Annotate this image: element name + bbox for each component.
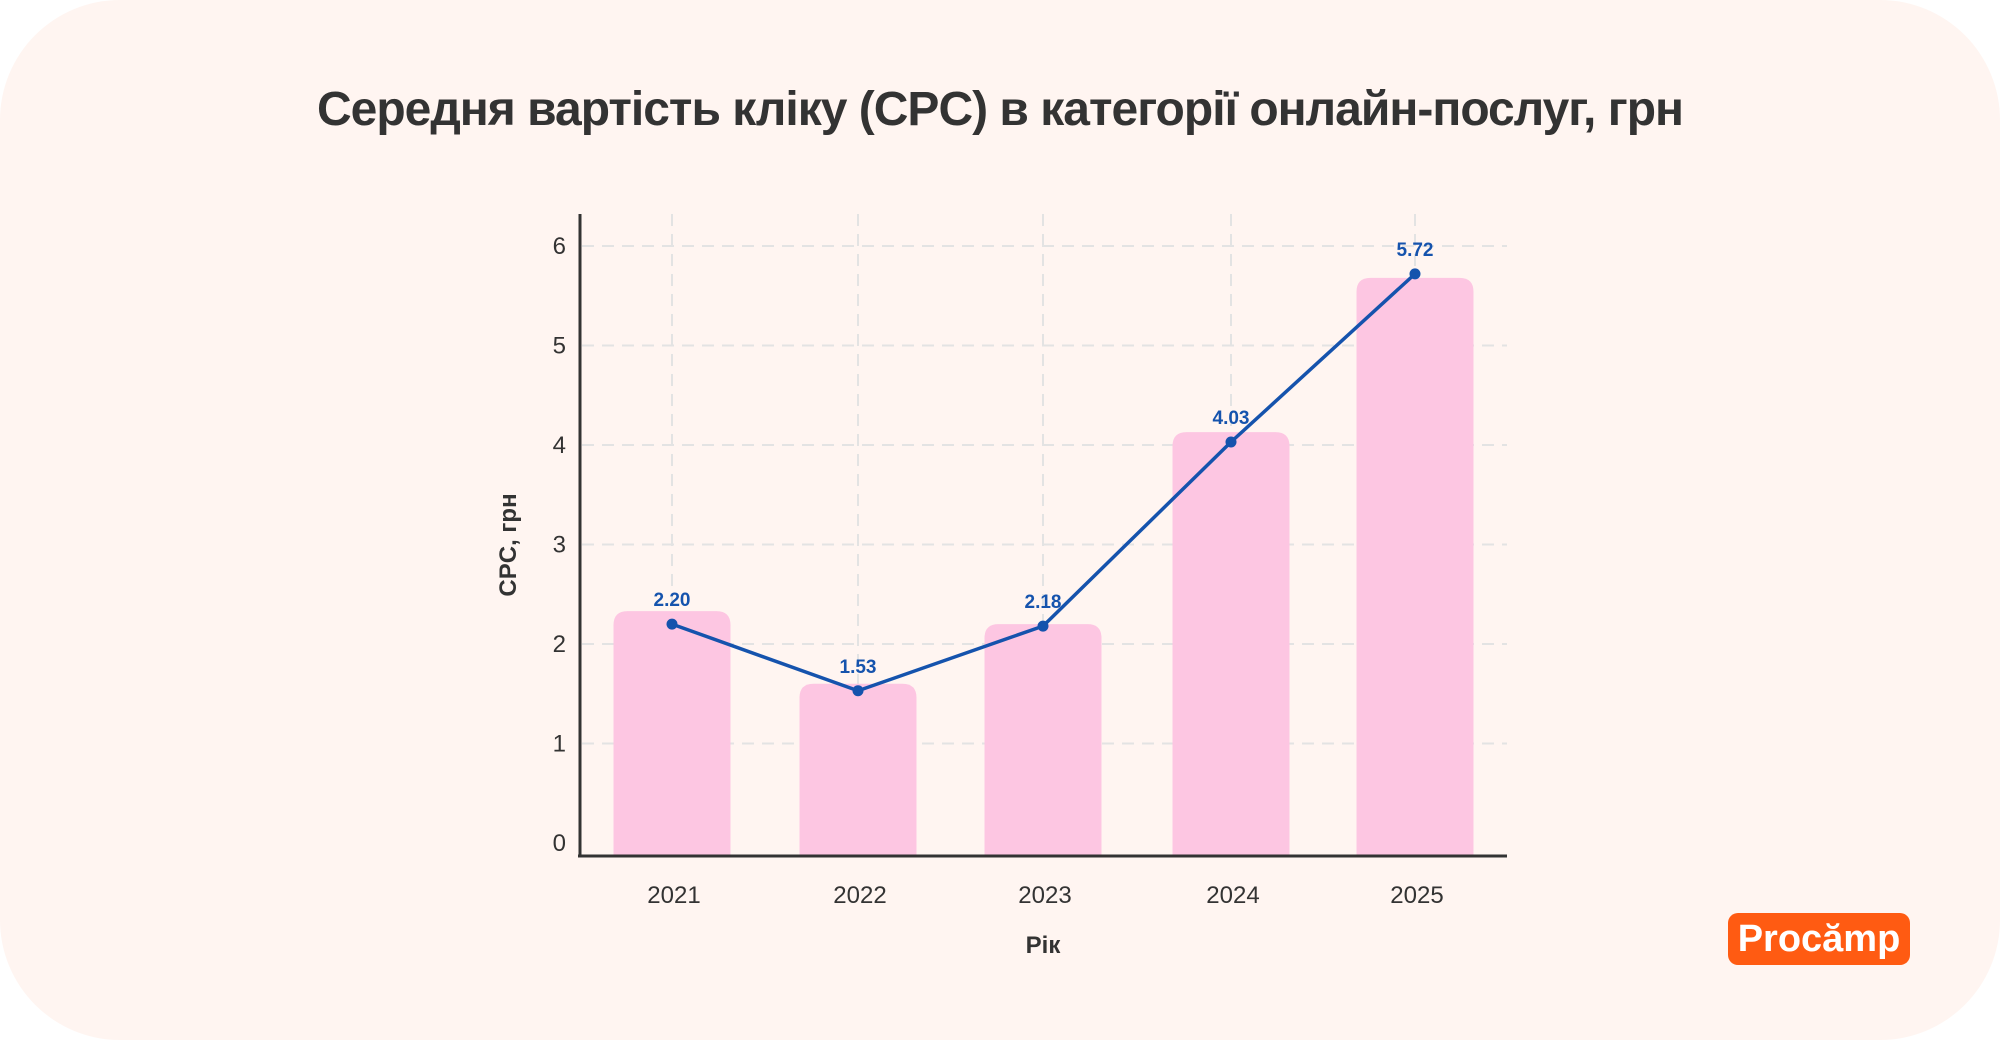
data-point bbox=[1409, 268, 1421, 280]
y-axis-label: CPC, грн bbox=[495, 493, 522, 596]
x-tick-labels: 2021 2022 2023 2024 2025 bbox=[647, 882, 1443, 909]
line-series: 2.20 1.53 2.18 4.03 5.72 bbox=[654, 240, 1434, 697]
x-tick-label: 2022 bbox=[833, 882, 886, 909]
bar-2021 bbox=[613, 611, 731, 855]
procamp-logo: Procămp bbox=[1728, 913, 1910, 965]
x-tick-label: 2023 bbox=[1018, 882, 1071, 909]
data-label: 2.20 bbox=[654, 590, 691, 611]
data-label: 4.03 bbox=[1213, 408, 1250, 429]
y-tick-labels: 0 1 2 3 4 5 6 bbox=[553, 233, 566, 857]
x-axis-label: Рік bbox=[1026, 932, 1062, 959]
y-tick-label: 4 bbox=[553, 432, 566, 459]
bar-2022 bbox=[799, 683, 917, 855]
bar-2025 bbox=[1356, 277, 1474, 856]
data-label: 2.18 bbox=[1025, 592, 1062, 613]
bar-2024 bbox=[1172, 432, 1290, 855]
bar-2023 bbox=[984, 624, 1102, 855]
y-tick-label: 1 bbox=[553, 731, 566, 758]
chart-title: Середня вартість кліку (CPC) в категорії… bbox=[316, 83, 1684, 136]
data-point bbox=[852, 685, 864, 697]
bars bbox=[613, 277, 1474, 856]
data-label: 1.53 bbox=[840, 657, 877, 678]
x-tick-label: 2021 bbox=[647, 882, 700, 909]
y-tick-label: 0 bbox=[553, 830, 566, 857]
data-point bbox=[1037, 620, 1049, 632]
axes bbox=[578, 214, 1507, 858]
y-tick-label: 5 bbox=[553, 333, 566, 360]
y-tick-label: 6 bbox=[553, 233, 566, 260]
data-point bbox=[1225, 436, 1237, 448]
data-point bbox=[666, 618, 678, 630]
x-tick-label: 2025 bbox=[1390, 882, 1443, 909]
y-tick-label: 2 bbox=[553, 631, 566, 658]
x-tick-label: 2024 bbox=[1206, 882, 1259, 909]
data-label: 5.72 bbox=[1397, 240, 1434, 261]
y-tick-label: 3 bbox=[553, 532, 566, 559]
